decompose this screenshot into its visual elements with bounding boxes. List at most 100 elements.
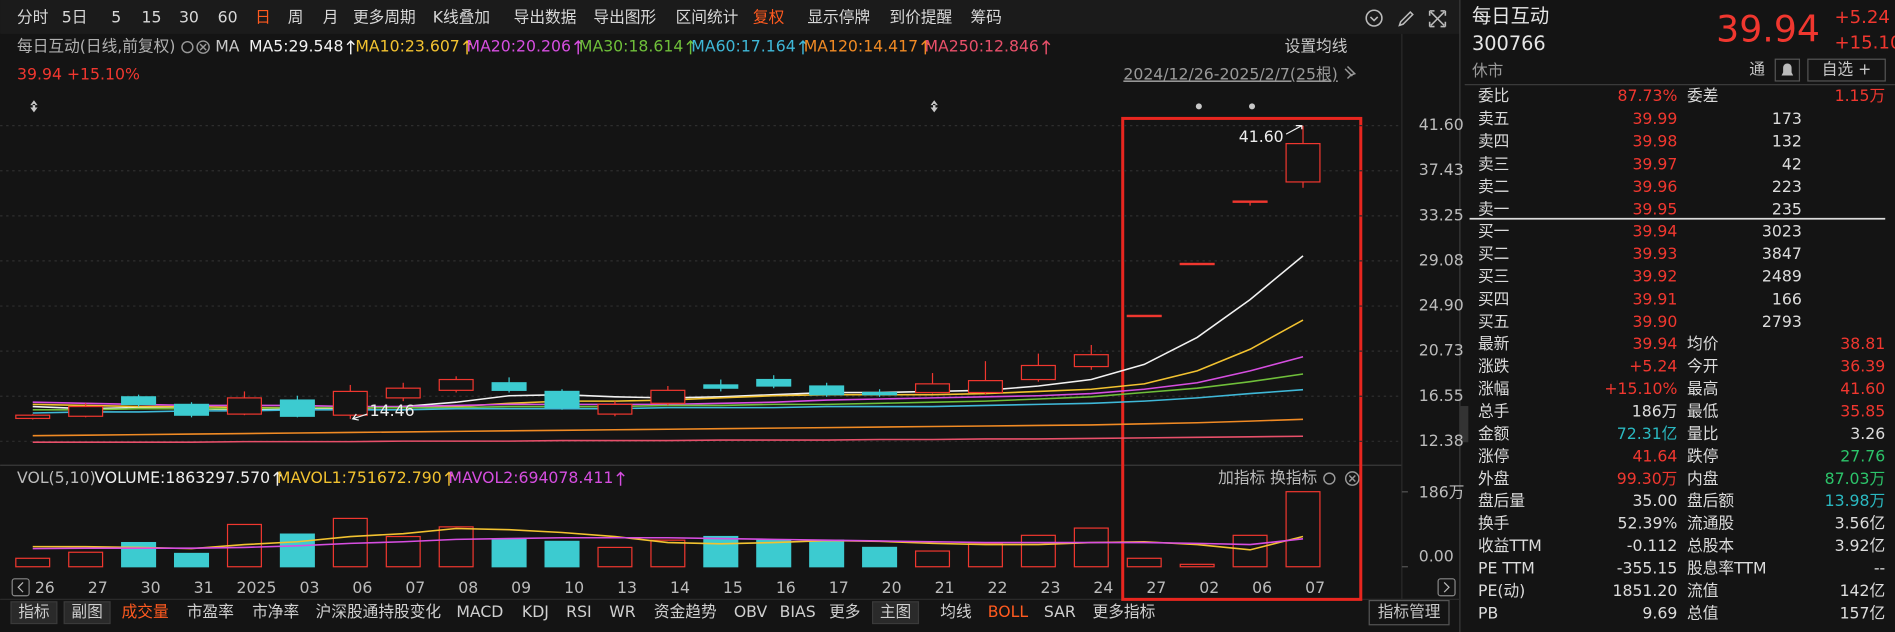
watch-button-box[interactable]	[1807, 58, 1886, 82]
bottom-tab[interactable]: 沪深股通持股变化	[316, 602, 442, 621]
toolbar-item[interactable]: 30	[179, 8, 199, 27]
trend-arrow	[346, 40, 355, 55]
book-value: 142亿	[1840, 581, 1886, 600]
scroll-left[interactable]	[11, 578, 30, 597]
trend-arrow	[921, 40, 930, 55]
book-value: 3.56亿	[1835, 514, 1886, 533]
book-label: 收益TTM	[1478, 536, 1542, 555]
trend-arrow	[462, 40, 472, 55]
toolbar-item[interactable]: 到价提醒	[889, 8, 952, 27]
bottom-tab[interactable]: WR	[609, 602, 636, 621]
book-qty: 173	[1772, 109, 1802, 128]
toolbar-item[interactable]: 导出图形	[593, 8, 656, 27]
toolbar-item[interactable]: 复权	[753, 8, 785, 27]
book-value: -355.15	[1617, 559, 1678, 578]
toolbar-item[interactable]: 5	[111, 8, 121, 27]
x-tick-label: 06	[1252, 578, 1272, 597]
bell-icon[interactable]	[1774, 58, 1801, 82]
price-change-pct: +15.10%	[1834, 33, 1895, 54]
book-label: 总股本	[1687, 536, 1734, 555]
candle-body	[15, 414, 51, 420]
expand-icon[interactable]	[1428, 10, 1447, 28]
book-value: 13.98万	[1825, 491, 1886, 510]
x-tick-label: 24	[1093, 578, 1113, 597]
indicator-manage[interactable]: 指标管理	[1378, 602, 1441, 621]
book-label: 涨停	[1478, 446, 1509, 465]
bottom-tab[interactable]: SAR	[1044, 602, 1076, 621]
x-tick-label: 26	[35, 578, 55, 597]
bottom-tab[interactable]: RSI	[566, 602, 592, 621]
toolbar-bg	[0, 0, 1460, 34]
book-value: 99.30万	[1617, 469, 1678, 488]
bottom-tab[interactable]: 市盈率	[187, 602, 234, 621]
toolbar-item[interactable]: 导出数据	[514, 8, 577, 27]
bottom-tab[interactable]: BOLL	[988, 602, 1029, 621]
bottom-tab[interactable]: 均线	[940, 602, 972, 621]
candle-body	[279, 399, 315, 417]
collapse-icon[interactable]	[1365, 9, 1383, 27]
toolbar-item[interactable]: 月	[323, 8, 339, 27]
bottom-tab[interactable]: 成交量	[122, 602, 169, 621]
bottom-tab[interactable]: 市净率	[252, 602, 299, 621]
y-tick-label: 33.25	[1419, 205, 1464, 224]
toolbar-item[interactable]: 日	[255, 8, 271, 27]
book-value: 1851.20	[1613, 581, 1678, 600]
toolbar-item[interactable]: 区间统计	[676, 8, 739, 27]
x-tick-label: 31	[194, 578, 214, 597]
toolbar-item[interactable]: 60	[218, 8, 238, 27]
toolbar-item[interactable]: 更多周期	[353, 8, 416, 27]
volume-tool[interactable]: 加指标	[1218, 468, 1265, 487]
book-label: 卖一	[1478, 200, 1510, 219]
pin-icon[interactable]	[1344, 65, 1357, 80]
book-value: +5.24	[1629, 356, 1677, 375]
book-qty: 235	[1772, 200, 1802, 219]
book-value: +15.10%	[1604, 379, 1677, 398]
book-label: 买四	[1478, 289, 1509, 308]
volume-tool[interactable]: 换指标	[1270, 468, 1317, 487]
nav-buttons	[11, 578, 1456, 597]
toolbar-item[interactable]: 筹码	[970, 8, 1001, 27]
x-tick-label: 2025	[237, 578, 277, 597]
ma-settings[interactable]: 设置均线	[1285, 37, 1348, 56]
toolbar-item[interactable]: 分时	[17, 8, 49, 27]
tab-box[interactable]	[63, 601, 111, 625]
toolbar-item[interactable]: K线叠加	[433, 8, 490, 27]
tab-box[interactable]	[10, 601, 58, 625]
bottom-tab[interactable]: 更多指标	[1093, 602, 1156, 621]
toolbar-item[interactable]: 周	[288, 8, 304, 27]
bottom-tab[interactable]: 资金趋势	[654, 602, 717, 621]
toolbar-item[interactable]: 15	[141, 8, 161, 27]
y-tick-label: 0.00	[1419, 547, 1454, 566]
bottom-tab[interactable]: OBV	[734, 602, 768, 621]
toolbar-item[interactable]: 5日	[62, 8, 88, 27]
bottom-tab[interactable]: KDJ	[522, 602, 549, 621]
bottom-tab[interactable]: BIAS	[780, 602, 816, 621]
bottom-tab[interactable]: 更多	[829, 602, 860, 621]
draw-icon[interactable]	[1398, 10, 1414, 27]
book-value: 35.85	[1840, 401, 1885, 420]
mavol-legend: MAVOL1:751672.790	[277, 468, 442, 487]
book-price: 39.96	[1632, 177, 1677, 196]
toolbar-item[interactable]: 显示停牌	[807, 8, 870, 27]
watch-button[interactable]: 自选 +	[1822, 60, 1872, 79]
scroll-right[interactable]	[1437, 578, 1456, 597]
tab-box[interactable]	[871, 601, 920, 625]
book-price: 39.91	[1632, 289, 1677, 308]
bottom-tab[interactable]: MACD	[456, 602, 503, 621]
x-tick-label: 07	[405, 578, 425, 597]
indicator-manage-box[interactable]	[1368, 599, 1450, 626]
book-label: 卖二	[1478, 177, 1509, 196]
book-qty: 3023	[1762, 222, 1802, 241]
volume-bar	[15, 557, 51, 568]
book-label: 金额	[1478, 424, 1510, 443]
book-label: PE TTM	[1478, 559, 1535, 578]
x-tick-label: 09	[511, 578, 531, 597]
market-status: 休市	[1472, 61, 1503, 80]
connect-button[interactable]: 通	[1749, 60, 1765, 79]
extreme-label: 14.46	[370, 401, 415, 420]
ma-label: MA	[215, 37, 240, 56]
splitter-handle[interactable]	[1459, 406, 1469, 443]
book-label: 委差	[1687, 86, 1718, 105]
candle-body	[597, 403, 633, 415]
range-label[interactable]: 2024/12/26-2025/2/7(25根)	[1123, 64, 1337, 83]
